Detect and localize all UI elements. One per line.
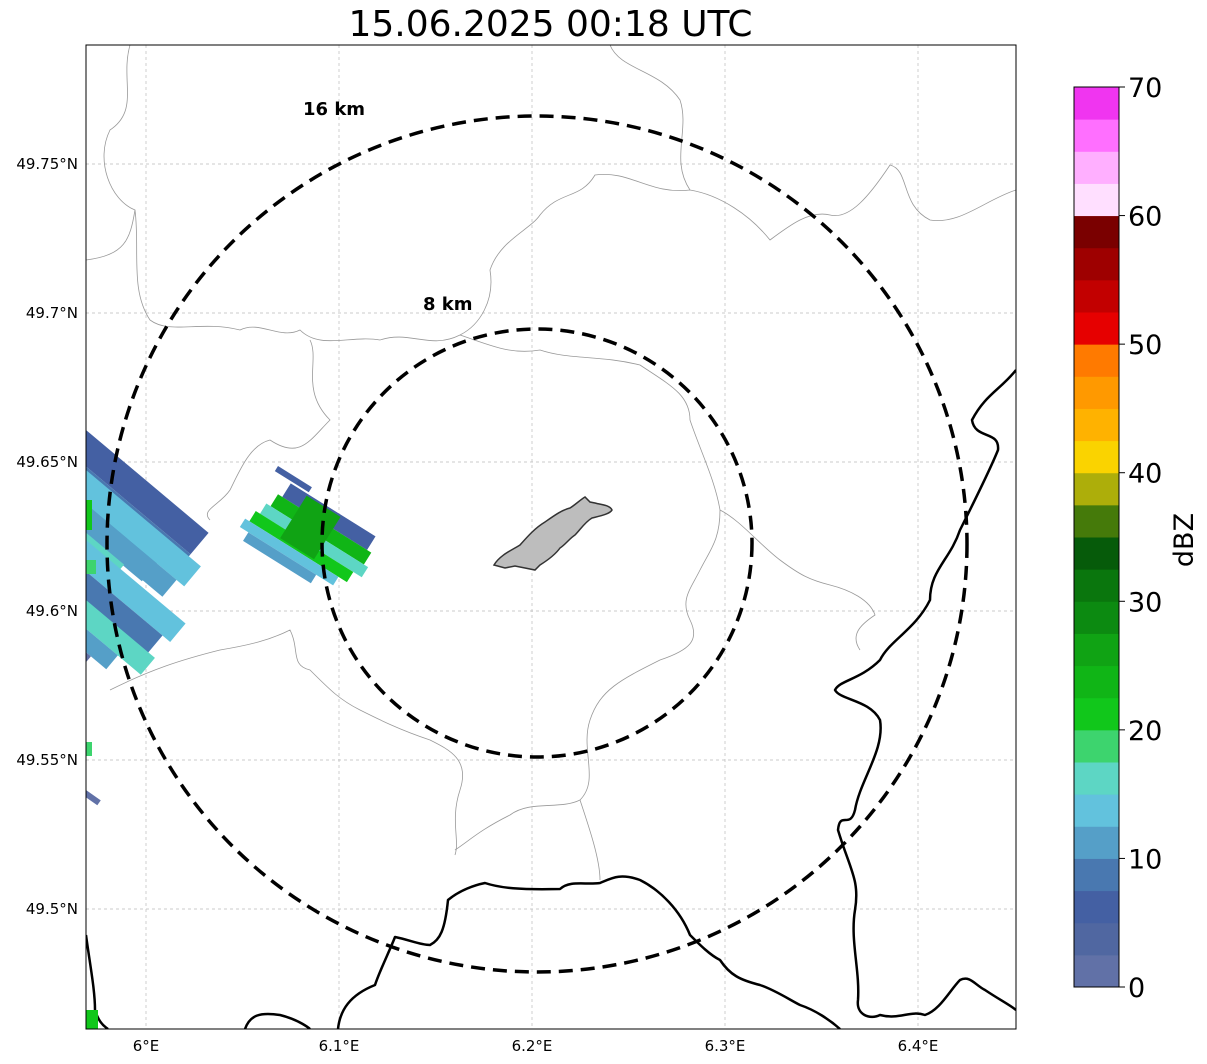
- colorbar-segment: [1074, 279, 1119, 313]
- colorbar-segment: [1074, 119, 1119, 152]
- colorbar-segment: [1074, 215, 1119, 249]
- colorbar-tick-label: 60: [1128, 202, 1162, 233]
- lat-tick-label: 49.65°N: [16, 453, 78, 471]
- colorbar-segment: [1074, 408, 1119, 442]
- colorbar-segments: [1074, 87, 1119, 988]
- colorbar-tick-label: 20: [1128, 716, 1162, 747]
- colorbar-tick-label: 30: [1128, 587, 1162, 618]
- colorbar-segment: [1074, 762, 1119, 795]
- lon-tick-label: 6°E: [133, 1037, 160, 1055]
- colorbar-segment: [1074, 183, 1119, 217]
- map-title: 15.06.2025 00:18 UTC: [348, 4, 753, 45]
- lat-tick-label: 49.7°N: [26, 304, 78, 322]
- colorbar-segment: [1074, 569, 1119, 602]
- colorbar-segment: [1074, 922, 1119, 956]
- national-borders: [86, 369, 1016, 1029]
- colorbar-segment: [1074, 633, 1119, 667]
- map-area: [86, 45, 1016, 1029]
- colorbar-segment: [1074, 344, 1119, 377]
- colorbar-segment: [1074, 312, 1119, 345]
- lat-tick-label: 49.75°N: [16, 155, 78, 173]
- latitude-tick-labels: 49.75°N 49.7°N 49.65°N 49.6°N 49.55°N 49…: [16, 155, 78, 918]
- colorbar-segment: [1074, 601, 1119, 634]
- range-ring-label-8km: 8 km: [423, 294, 473, 315]
- colorbar-segment: [1074, 376, 1119, 409]
- radar-echoes-center: [239, 466, 376, 586]
- range-ring-8km: [320, 327, 754, 759]
- map-frame: [85, 44, 1017, 1030]
- colorbar-label: dBZ: [1169, 513, 1200, 567]
- colorbar-segment: [1074, 890, 1119, 924]
- colorbar-segment: [1074, 472, 1119, 506]
- colorbar-segment: [1074, 440, 1119, 474]
- commune-boundaries: [86, 45, 1016, 881]
- colorbar-tick-label: 10: [1128, 844, 1162, 875]
- colorbar-tick-label: 50: [1128, 330, 1162, 361]
- city-outline: [492, 496, 613, 571]
- colorbar-segment: [1074, 826, 1119, 859]
- lon-tick-label: 6.4°E: [898, 1037, 939, 1055]
- lon-tick-label: 6.3°E: [705, 1037, 746, 1055]
- colorbar-segment: [1074, 858, 1119, 892]
- longitude-tick-labels: 6°E 6.1°E 6.2°E 6.3°E 6.4°E: [133, 1037, 939, 1055]
- colorbar-tick-label: 40: [1128, 459, 1162, 490]
- lat-tick-label: 49.55°N: [16, 751, 78, 769]
- range-ring-label-16km: 16 km: [303, 99, 365, 120]
- colorbar: 0 10 20 30 40 50 60 70 dBZ: [1073, 73, 1200, 1004]
- colorbar-segment: [1074, 954, 1119, 988]
- lat-tick-label: 49.6°N: [26, 602, 78, 620]
- colorbar-segment: [1074, 537, 1119, 570]
- range-ring-16km: [105, 114, 969, 974]
- lon-tick-label: 6.1°E: [319, 1037, 360, 1055]
- colorbar-tick-label: 70: [1128, 73, 1162, 104]
- colorbar-tick-label: 0: [1128, 973, 1145, 1004]
- colorbar-segment: [1074, 504, 1119, 538]
- colorbar-segment: [1074, 697, 1119, 731]
- colorbar-ticks: 0 10 20 30 40 50 60 70: [1119, 73, 1162, 1004]
- colorbar-segment: [1074, 151, 1119, 184]
- colorbar-segment: [1074, 247, 1119, 281]
- lat-tick-label: 49.5°N: [26, 900, 78, 918]
- colorbar-segment: [1074, 729, 1119, 763]
- lon-tick-label: 6.2°E: [512, 1037, 553, 1055]
- colorbar-segment: [1074, 665, 1119, 699]
- colorbar-segment: [1074, 87, 1119, 120]
- radar-echoes-west: [86, 430, 209, 1029]
- colorbar-frame: [1073, 86, 1120, 988]
- colorbar-segment: [1074, 794, 1119, 827]
